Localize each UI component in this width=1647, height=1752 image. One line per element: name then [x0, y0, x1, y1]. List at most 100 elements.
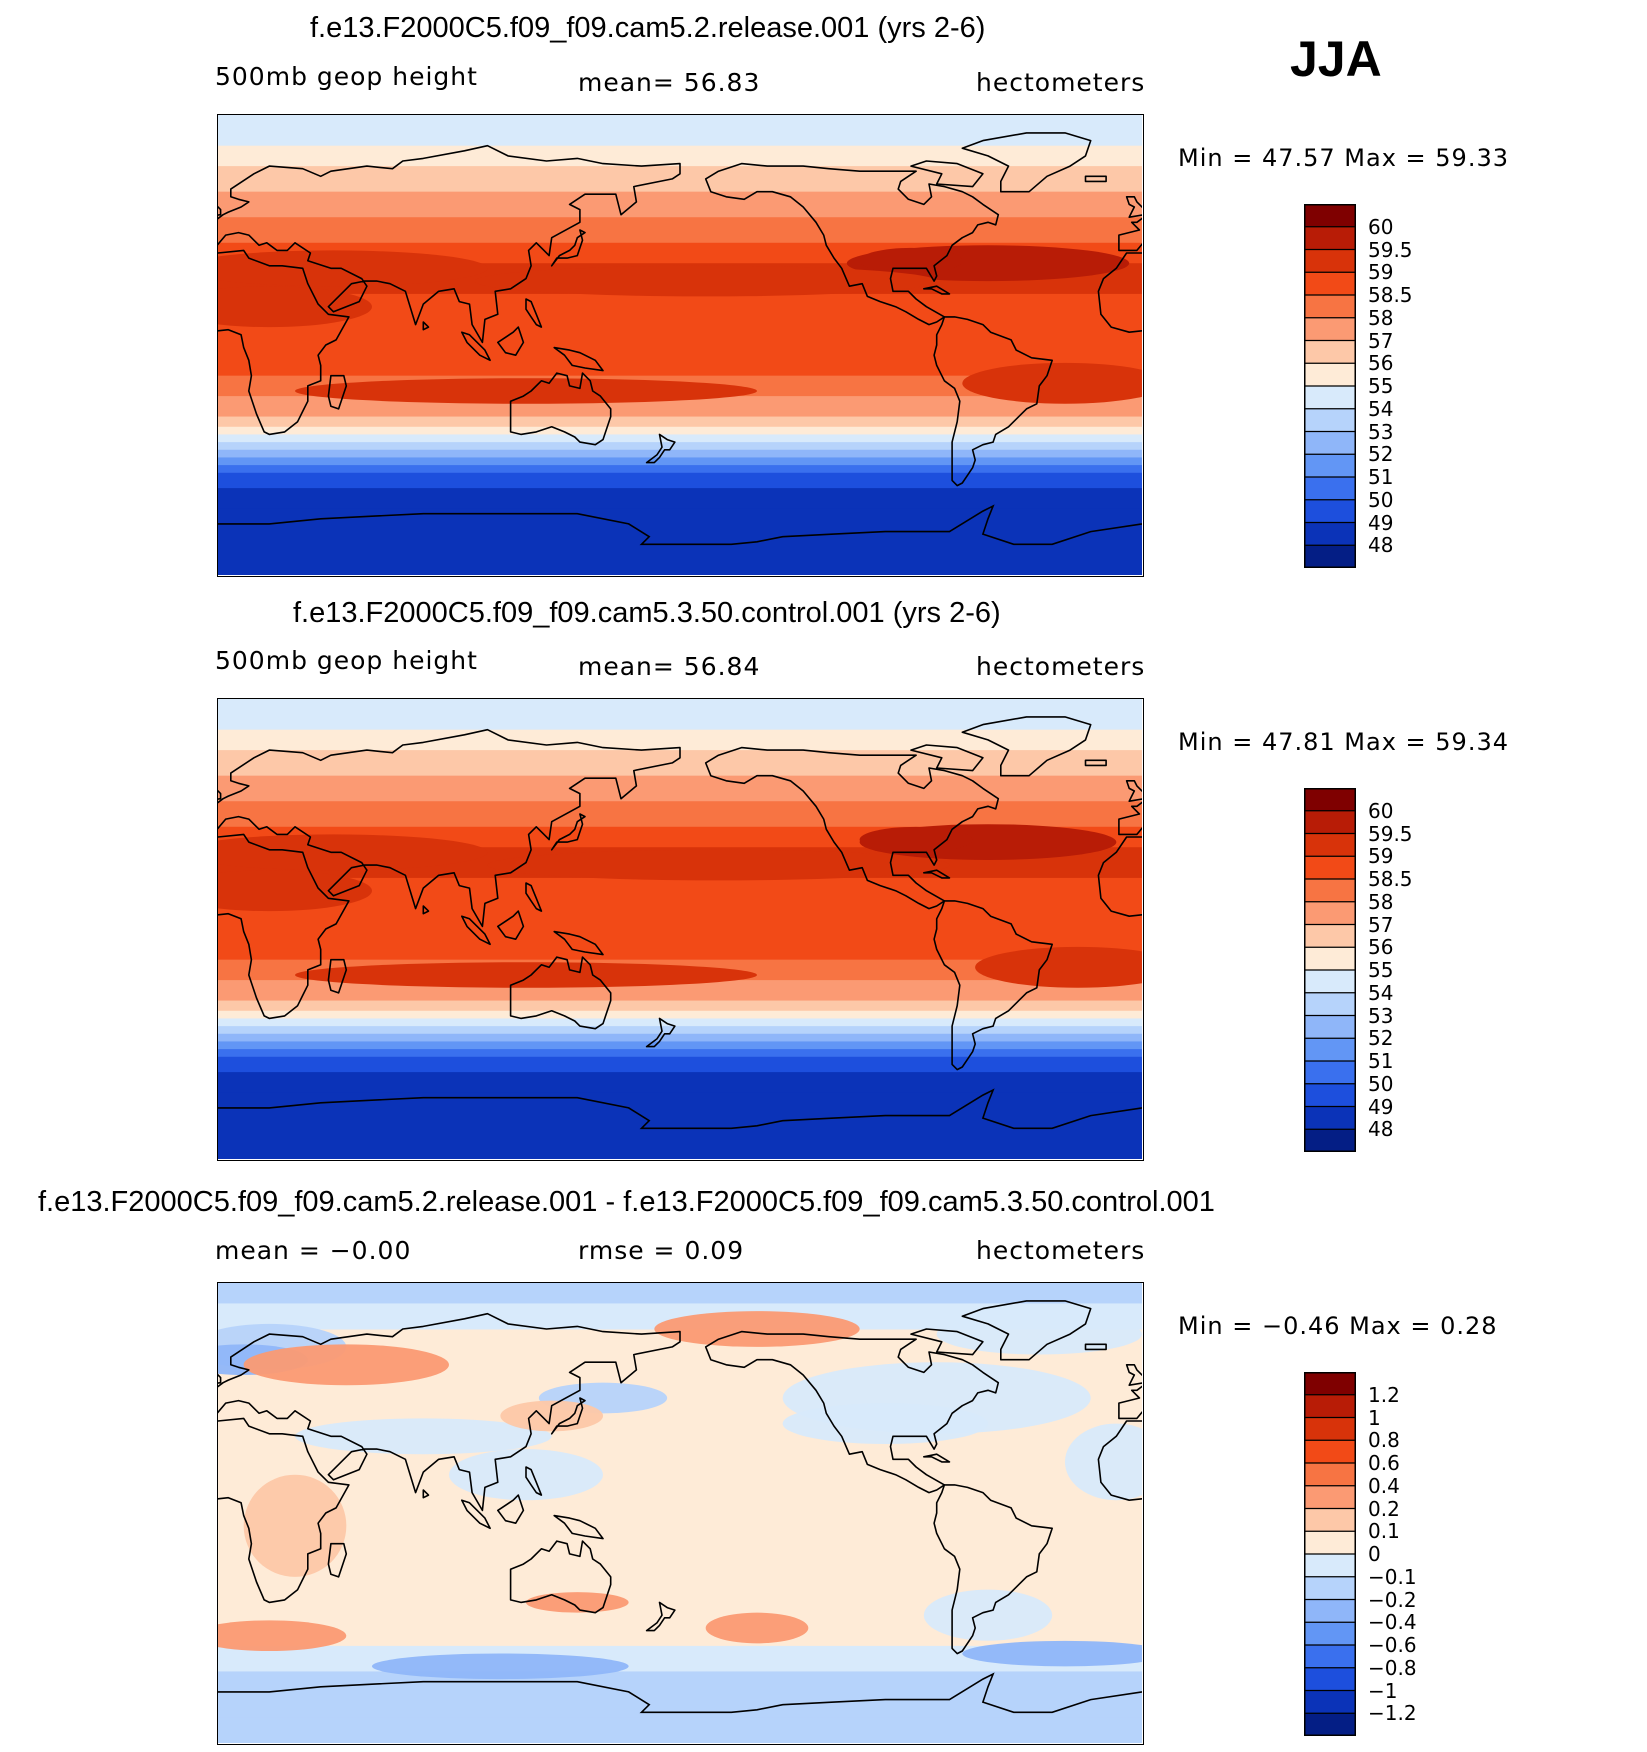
panel2-minmax: Min = 47.81 Max = 59.34	[1178, 728, 1509, 756]
panel2-colorbar-svg	[1304, 788, 1356, 1152]
panel1-coastline-iceland	[1084, 175, 1107, 183]
panel1-colorbar-label: 53	[1368, 419, 1394, 444]
panel3-coastline-greenland	[961, 1300, 1092, 1361]
panel1-contour-band	[218, 442, 1142, 451]
panel2-colorbar-swatch	[1304, 1061, 1356, 1085]
panel2-contour-blob	[218, 870, 372, 912]
panel2-coastline-newguinea	[553, 930, 604, 956]
panel2-contour-band	[218, 699, 1142, 731]
panel1-coastline-borneo	[497, 326, 525, 356]
panel1-contour-band	[218, 449, 1142, 458]
panel1-colorbar-swatch	[1304, 386, 1356, 410]
panel3-contour-blob	[218, 1620, 347, 1652]
panel2-map	[217, 698, 1144, 1161]
panel2-colorbar-label: 55	[1368, 958, 1394, 982]
panel2-units: hectometers	[976, 652, 1146, 681]
panel2-contour-band	[218, 1056, 1142, 1073]
panel3-colorbar-swatch	[1304, 1645, 1356, 1669]
panel2-coastline-newzealand	[645, 1017, 676, 1048]
panel1-contour-band	[218, 465, 1142, 474]
panel1-coastline-antarctica	[218, 504, 1142, 546]
panel1-colorbar-swatch	[1304, 295, 1356, 319]
panel3-colorbar-swatch	[1304, 1485, 1356, 1509]
panel3-colorbar	[1304, 1372, 1356, 1736]
panel2-contour-band	[218, 1049, 1142, 1058]
panel2-colorbar-frame	[1304, 788, 1356, 1152]
panel2-variable-label: 500mb geop height	[215, 646, 478, 675]
panel1-colorbar-swatch	[1304, 545, 1356, 568]
panel2-contour-band	[218, 1072, 1142, 1094]
panel1-colorbar-label: 48	[1368, 533, 1394, 558]
panel3-coastline-iceland	[1084, 1343, 1107, 1351]
panel1-coastline-eurasia	[218, 144, 681, 344]
panel2-coastline-antarctica	[218, 1088, 1142, 1130]
panel1-colorbar-swatch	[1304, 340, 1356, 364]
panel1-coastline-namerica	[704, 162, 1000, 326]
panel2-colorbar-swatch	[1304, 924, 1356, 948]
panel3-colorbar-swatch	[1304, 1576, 1356, 1600]
panel1-coastline-cuba	[923, 285, 951, 295]
panel1-coastline-japan	[550, 229, 586, 267]
panel3-coastline-cuba	[923, 1453, 951, 1463]
panel1-contour-band	[218, 508, 1142, 575]
panel2-colorbar-swatch	[1304, 970, 1356, 994]
panel2-coastline-borneo	[497, 910, 525, 940]
panel2-coastline-eurasia	[218, 728, 681, 928]
panel2-mean: mean= 56.84	[578, 652, 761, 681]
panel1-coastline-madagascar	[327, 374, 348, 410]
panel3-contour-band	[218, 1283, 1142, 1304]
panel1-contour-band	[218, 115, 1142, 147]
panel2-colorbar-label: 58.5	[1368, 867, 1413, 891]
panel1-contour-blob	[962, 362, 1142, 404]
panel3-contour-blob	[1064, 1423, 1142, 1501]
panel2-contour-blob	[859, 826, 973, 853]
panel3-rmse: rmse = 0.09	[578, 1236, 745, 1265]
panel2-contour-band	[218, 1018, 1142, 1027]
panel2-colorbar-label: 56	[1368, 935, 1394, 960]
panel2-colorbar-swatch	[1304, 1038, 1356, 1062]
panel1-colorbar-swatch	[1304, 408, 1356, 432]
panel1-colorbar	[1304, 204, 1356, 568]
panel3-coastline-namerica	[704, 1330, 1000, 1494]
panel2-contour-band	[218, 1092, 1142, 1159]
panel1-colorbar-swatch	[1304, 204, 1356, 228]
panel2-colorbar-swatch	[1304, 1083, 1356, 1107]
panel3-colorbar-label: −0.6	[1368, 1633, 1417, 1657]
panel3-coastline-australia	[509, 1540, 612, 1614]
panel2-colorbar-label: 51	[1368, 1049, 1394, 1073]
panel2-contour-band	[218, 877, 1142, 961]
panel2-contour-band	[218, 1033, 1142, 1042]
panel1-colorbar-swatch	[1304, 454, 1356, 478]
panel2-contour-blob	[487, 849, 950, 881]
panel1-colorbar-label: 50	[1368, 487, 1394, 512]
panel3-colorbar-swatch	[1304, 1508, 1356, 1532]
panel2-coastline-baffin	[910, 744, 984, 772]
panel1-coastline-australia	[509, 372, 612, 446]
panel3-contour-blob	[923, 1589, 1053, 1641]
panel3-colorbar-swatch	[1304, 1599, 1356, 1623]
panel3-coastline-sumatra	[461, 1499, 491, 1530]
panel3-contour-band	[218, 1671, 1142, 1718]
panel2-colorbar-swatch	[1304, 901, 1356, 925]
panel2-colorbar-label: 59	[1368, 844, 1394, 869]
panel2-contour-blob	[295, 962, 757, 988]
panel2-contour-band	[218, 729, 1142, 751]
panel3-map-svg	[218, 1283, 1142, 1743]
panel3-colorbar-label: −0.1	[1368, 1564, 1417, 1589]
panel3-contour-band	[218, 1717, 1142, 1743]
panel3-coastline-uk-wrap	[1125, 1364, 1142, 1386]
panel3-colorbar-frame	[1304, 1372, 1356, 1736]
panel2-contour-blob	[218, 834, 488, 871]
panel1-coastline-baffin	[910, 160, 984, 188]
panel3-map	[217, 1282, 1144, 1745]
panel2-colorbar-label: 53	[1368, 1003, 1394, 1028]
panel3-contour-blob	[705, 1612, 809, 1644]
panel3-contour-blob	[782, 1403, 988, 1445]
panel1-coastline-newguinea	[553, 346, 604, 372]
panel2-colorbar-label: 54	[1368, 980, 1394, 1005]
panel3-coastline-philippines	[525, 1466, 543, 1496]
panel2-coastline-philippines	[525, 882, 543, 912]
panel1-colorbar-swatch	[1304, 477, 1356, 501]
panel3-coastline-eurasia	[218, 1312, 681, 1512]
panel1-contour-band	[218, 434, 1142, 443]
